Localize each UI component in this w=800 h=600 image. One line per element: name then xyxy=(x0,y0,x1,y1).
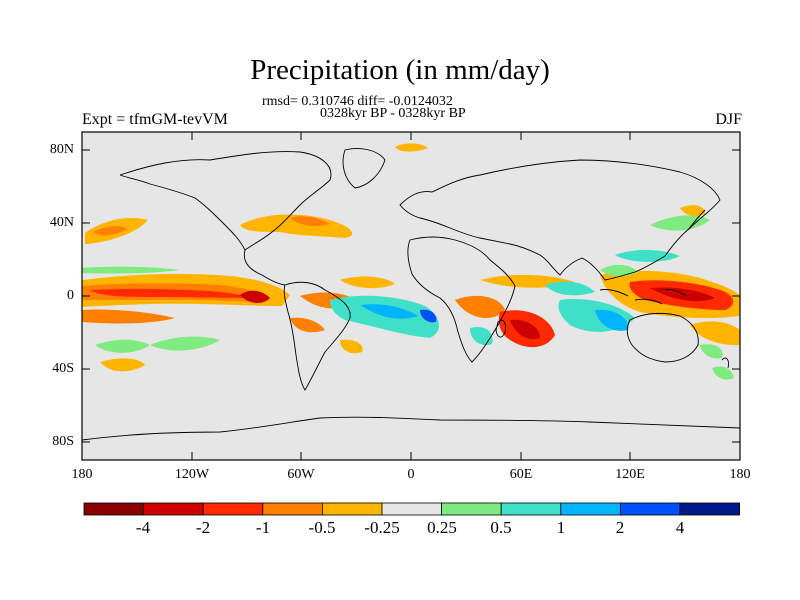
precip-patch xyxy=(330,295,440,338)
precip-patch xyxy=(90,288,252,298)
precip-patch xyxy=(600,264,638,277)
precip-patch xyxy=(395,143,428,152)
precip-patch xyxy=(615,249,680,262)
xtick-label-180e: 180 xyxy=(729,467,751,482)
precip-patch xyxy=(595,309,629,331)
colorbar-label: -1 xyxy=(255,518,271,537)
coastline-antarctica xyxy=(81,416,741,441)
colorbar-label: -4 xyxy=(135,518,151,537)
colorbar-label: -2 xyxy=(195,518,211,537)
precip-patch xyxy=(290,317,325,333)
precip-patch xyxy=(95,339,150,353)
precip-patch xyxy=(240,214,353,238)
xtick-label-60w: 60W xyxy=(287,467,315,482)
precip-patch xyxy=(150,336,220,351)
precip-patch xyxy=(455,295,505,319)
xtick-label-60e: 60E xyxy=(509,467,533,482)
colorbar-box xyxy=(143,502,204,516)
precip-patch xyxy=(470,326,493,346)
ytick-label-80s: 80S xyxy=(52,434,74,449)
colorbar-label: 0.25 xyxy=(427,518,457,537)
coastline-north-america xyxy=(119,151,332,286)
xtick-label-180w: 180 xyxy=(71,467,93,482)
precip-patch xyxy=(690,321,740,346)
season-label: DJF xyxy=(715,111,742,128)
colorbar-box xyxy=(500,502,562,516)
colorbar-label: 4 xyxy=(675,518,685,537)
precip-field xyxy=(82,143,740,380)
xtick-label-120w: 120W xyxy=(174,467,210,482)
coastline-africa xyxy=(407,236,516,363)
experiment-label: Expt = tfmGM-tevVM xyxy=(82,111,228,128)
coastline-indonesia xyxy=(599,289,687,305)
precip-patch xyxy=(680,205,705,216)
colorbar-label: -0.5 xyxy=(308,518,336,537)
colorbar xyxy=(83,502,740,516)
colorbar-box xyxy=(560,502,621,516)
colorbar-box xyxy=(381,502,442,516)
colorbar-label: 2 xyxy=(615,518,625,537)
precip-patch xyxy=(240,290,270,304)
coastline-eurasia xyxy=(399,159,721,281)
ytick-label-40s: 40S xyxy=(52,361,74,376)
precip-patch xyxy=(545,281,595,296)
precip-patch xyxy=(100,358,145,372)
precip-patch xyxy=(340,276,395,289)
coastline-new-zealand xyxy=(721,357,729,369)
xtick-label-0: 0 xyxy=(407,467,415,482)
colorbar-box xyxy=(202,502,264,516)
ytick-label-0: 0 xyxy=(67,288,74,303)
colorbar-label: -0.25 xyxy=(364,518,400,537)
coastline-japan xyxy=(687,209,706,231)
precip-patch xyxy=(340,339,363,354)
precip-patch xyxy=(650,215,710,231)
precip-patch xyxy=(360,304,418,319)
precip-patch xyxy=(82,309,175,324)
precip-patch xyxy=(700,344,723,359)
colorbar-box xyxy=(441,502,502,516)
colorbar-box xyxy=(679,502,740,516)
colorbar-label: 0.5 xyxy=(490,518,512,537)
colorbar-box xyxy=(262,502,323,516)
coastline-australia xyxy=(626,312,699,363)
precip-patch xyxy=(420,309,437,323)
colorbar-box xyxy=(83,502,144,516)
stats-subtitle: rmsd= 0.310746 diff= -0.0124032 xyxy=(262,94,453,109)
coastline-madagascar xyxy=(495,320,506,338)
axis-ticks xyxy=(81,132,741,460)
ytick-label-40n: 40N xyxy=(49,215,74,230)
colorbar-label: 1 xyxy=(556,518,566,537)
precip-patch xyxy=(712,366,734,380)
precip-patch xyxy=(82,266,180,274)
plot-title: Precipitation (in mm/day) xyxy=(250,54,550,86)
precip-patch xyxy=(93,226,128,236)
colorbar-box xyxy=(620,502,681,516)
xtick-label-120e: 120E xyxy=(615,467,645,482)
precip-patch xyxy=(510,319,540,340)
ytick-label-80n: 80N xyxy=(49,142,74,157)
coastline-south-america xyxy=(283,281,351,391)
period-subtitle: 0328kyr BP - 0328kyr BP xyxy=(320,106,466,121)
colorbar-box xyxy=(321,502,383,516)
precip-patch xyxy=(290,216,330,226)
coastline-greenland xyxy=(342,148,386,189)
coastlines xyxy=(81,148,741,441)
